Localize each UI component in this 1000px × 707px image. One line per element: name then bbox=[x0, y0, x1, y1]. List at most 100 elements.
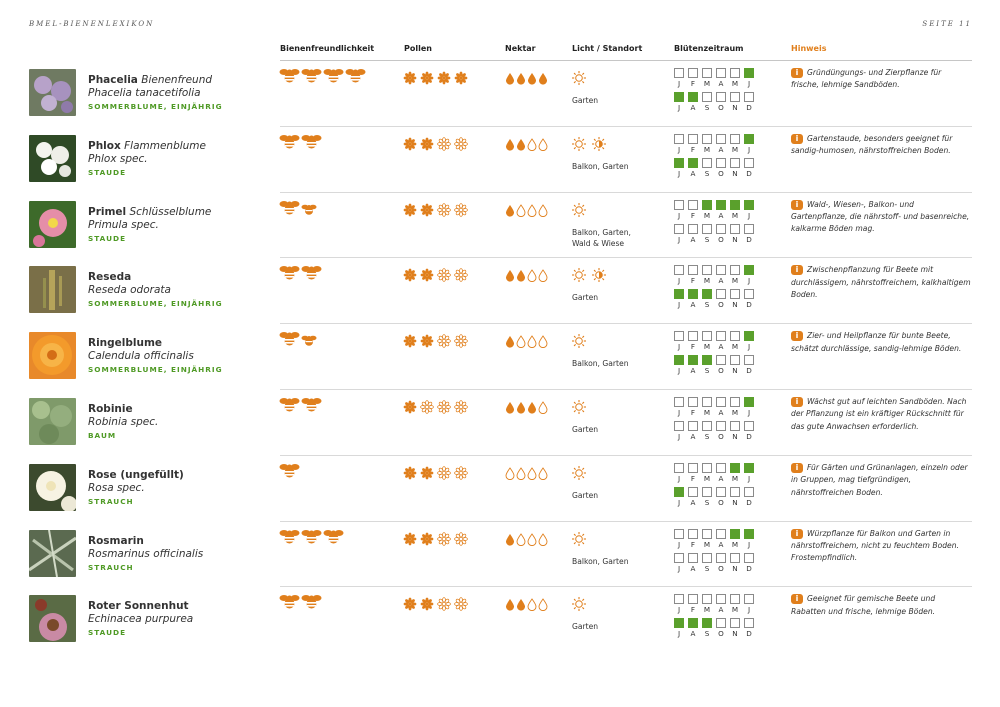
pollen-empty-icon bbox=[454, 268, 469, 283]
month-letter: J bbox=[747, 79, 751, 88]
bloom-month-box bbox=[744, 355, 754, 366]
plant-scientific-name: Calendula officinalis bbox=[88, 350, 194, 363]
bee-icon bbox=[279, 529, 301, 544]
nectar-filled-icon bbox=[505, 335, 516, 348]
row-divider bbox=[280, 323, 972, 325]
table-row: Rosmarin Rosmarinus officinalis STRAUCH Bal… bbox=[0, 520, 1000, 587]
nectar-filled-icon bbox=[505, 138, 516, 151]
month-letter: A bbox=[690, 234, 696, 244]
month-letter: J bbox=[747, 473, 751, 483]
bloom-month-box bbox=[688, 265, 698, 276]
bloom-month-box bbox=[730, 133, 740, 144]
month-letter: M bbox=[731, 605, 739, 615]
bee-small-icon bbox=[301, 203, 318, 215]
nectar-rating bbox=[505, 203, 549, 217]
info-icon: i bbox=[791, 397, 803, 407]
pollen-filled-icon bbox=[420, 466, 435, 480]
plant-name: Roter Sonnenhut bbox=[88, 600, 189, 613]
pollen-filled-icon bbox=[403, 400, 418, 414]
bloom-month-box bbox=[744, 462, 754, 473]
bloom-month-box bbox=[688, 331, 698, 342]
month-letter: M bbox=[731, 473, 739, 483]
light-icons bbox=[571, 333, 588, 349]
pollen-empty-icon bbox=[454, 202, 469, 217]
bloom-month-box bbox=[730, 618, 740, 629]
pollen-filled-icon bbox=[420, 71, 435, 85]
table-row: Phlox Flammenblume Phlox spec. STAUDE Balko… bbox=[0, 125, 1000, 192]
plant-name: Rosmarin bbox=[88, 534, 144, 547]
plant-name: Phlox Flammenblume bbox=[88, 139, 206, 152]
pollen-filled-icon bbox=[420, 334, 435, 348]
bloom-month-box bbox=[730, 594, 740, 605]
month-letter: S bbox=[704, 300, 710, 310]
table-row: Roter Sonnenhut Echinacea purpurea STAUDE G… bbox=[0, 586, 1000, 652]
plant-photo bbox=[29, 69, 76, 116]
nectar-filled-icon bbox=[527, 401, 538, 414]
bloom-month-box bbox=[730, 68, 740, 78]
bloom-month-box bbox=[688, 528, 698, 539]
plant-name: Phacelia Bienenfreund bbox=[88, 74, 213, 86]
bloom-month-box bbox=[702, 331, 712, 342]
month-letter: M bbox=[703, 473, 711, 483]
bee-rating bbox=[279, 331, 318, 346]
month-letter: F bbox=[690, 408, 696, 417]
bloom-month-box bbox=[716, 68, 726, 78]
bloom-month-box bbox=[674, 355, 684, 366]
month-letter: M bbox=[703, 276, 711, 286]
nectar-empty-icon bbox=[516, 203, 527, 217]
bee-icon bbox=[323, 529, 345, 544]
bloom-month-box bbox=[674, 199, 684, 210]
location-text: Garten bbox=[572, 490, 599, 500]
pollen-rating bbox=[403, 136, 471, 151]
nectar-filled-icon bbox=[516, 598, 527, 611]
bloom-month-box bbox=[730, 462, 740, 473]
bloom-month-box bbox=[674, 331, 684, 342]
month-letter: M bbox=[703, 342, 711, 352]
bloom-month-box bbox=[688, 397, 698, 407]
bee-icon bbox=[279, 397, 301, 412]
nectar-empty-icon bbox=[538, 138, 549, 151]
month-letter: F bbox=[690, 539, 696, 549]
bloom-month-box bbox=[702, 528, 712, 539]
month-letter: N bbox=[732, 432, 738, 441]
bloom-month-box bbox=[716, 331, 726, 342]
month-letter: J bbox=[747, 605, 751, 615]
bloom-month-box bbox=[730, 157, 740, 168]
bee-icon bbox=[323, 68, 345, 83]
pollen-empty-icon bbox=[437, 400, 452, 414]
pollen-filled-icon bbox=[420, 597, 435, 611]
note-text: i Geeignet für gemische Beete und Rabatte… bbox=[791, 594, 936, 616]
note-text: i Wächst gut auf leichten Sandböden. Nach… bbox=[791, 397, 967, 431]
month-letter: J bbox=[747, 276, 751, 286]
bloom-month-box bbox=[716, 92, 726, 102]
bloom-month-box bbox=[730, 331, 740, 342]
sun-icon bbox=[571, 267, 588, 283]
light-icons bbox=[571, 531, 588, 547]
bloom-month-box bbox=[716, 397, 726, 407]
plant-type: STAUDE bbox=[88, 233, 127, 243]
row-divider bbox=[280, 257, 972, 259]
month-letter: F bbox=[690, 210, 696, 220]
plant-type: BAUM bbox=[88, 431, 117, 440]
month-letter: A bbox=[690, 432, 696, 441]
pollen-rating bbox=[403, 268, 471, 283]
month-letter: M bbox=[731, 342, 739, 352]
bloom-month-box bbox=[702, 157, 712, 168]
month-letter: D bbox=[746, 366, 752, 376]
info-icon: i bbox=[791, 265, 803, 276]
plant-name: Primel Schlüsselblume bbox=[88, 205, 212, 218]
nectar-empty-icon bbox=[538, 203, 549, 217]
month-letter: D bbox=[746, 300, 752, 310]
table-row: Phacelia Bienenfreund Phacelia tanacetifo… bbox=[0, 60, 1000, 126]
plant-scientific-name: Primula spec. bbox=[88, 218, 159, 231]
bloom-month-box bbox=[716, 133, 726, 144]
month-letter: M bbox=[703, 144, 711, 154]
bloom-month-box bbox=[674, 594, 684, 605]
bloom-month-box bbox=[702, 618, 712, 629]
month-letter: D bbox=[746, 168, 752, 178]
